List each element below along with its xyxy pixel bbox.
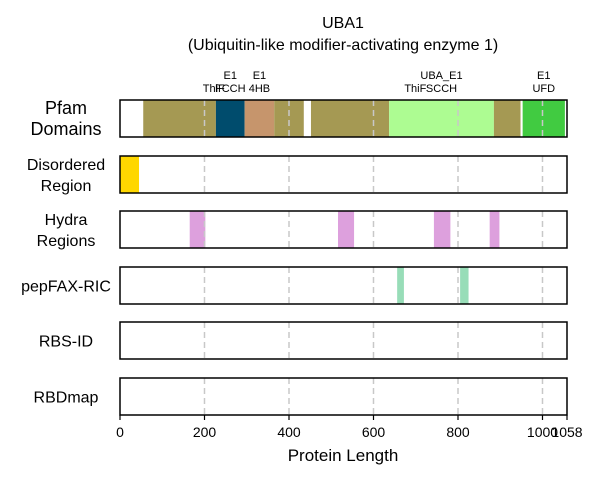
feature-bar-track0-1 — [215, 100, 245, 137]
domain-label-1-1: FCCH — [215, 83, 246, 95]
domain-label-5-1: UFD — [532, 83, 555, 95]
track-label-4-0: RBS-ID — [39, 334, 93, 351]
feature-bar-track1-0 — [120, 156, 140, 193]
track-label-3-0: pepFAX-RIC — [21, 279, 111, 296]
domain-label-4-1: SCCH — [426, 83, 457, 95]
track-label-0-1: Domains — [30, 119, 101, 139]
feature-bar-track2-0 — [189, 211, 206, 248]
x-tick-label-5: 1000 — [527, 424, 558, 440]
chart-subtitle: (Ubiquitin-like modifier-activating enzy… — [188, 37, 498, 54]
x-tick-label-6: 1058 — [551, 424, 582, 440]
track-frame-5 — [119, 377, 568, 416]
track-frame-0 — [119, 99, 568, 138]
track-label-1-1: Region — [41, 178, 92, 195]
feature-bar-track3-0 — [397, 267, 404, 304]
track-label-5-0: RBDmap — [34, 390, 99, 407]
track-frame-2 — [119, 210, 568, 249]
domain-label-2-0: E1 — [253, 70, 266, 82]
x-tick-label-1: 200 — [193, 424, 217, 440]
feature-bar-track0-4 — [310, 100, 390, 137]
feature-bar-track2-3 — [489, 211, 500, 248]
x-axis-label: Protein Length — [288, 446, 399, 465]
domain-label-1-0: E1 — [224, 70, 237, 82]
feature-bar-track2-1 — [338, 211, 355, 248]
track-label-2-0: Hydra — [45, 212, 88, 229]
domain-label-0-1: ThiF — [203, 83, 225, 95]
x-tick-label-4: 800 — [446, 424, 470, 440]
domain-label-5-0: E1 — [537, 70, 550, 82]
feature-bar-track0-7 — [522, 100, 565, 137]
track-frame-1 — [119, 155, 568, 194]
x-tick-label-3: 600 — [362, 424, 386, 440]
domain-label-2-1: 4HB — [249, 83, 270, 95]
feature-bar-track0-6 — [493, 100, 521, 137]
track-label-1-0: Disordered — [27, 157, 105, 174]
chart-title: UBA1 — [322, 15, 364, 32]
track-label-2-1: Regions — [37, 233, 96, 250]
domain-label-4-0: UBA_E1 — [420, 70, 462, 82]
track-frame-4 — [119, 321, 568, 360]
x-tick-label-2: 400 — [277, 424, 301, 440]
x-tick-label-0: 0 — [116, 424, 124, 440]
domain-label-3-1: ThiF — [404, 83, 426, 95]
feature-bar-track0-2 — [244, 100, 275, 137]
track-frame-3 — [119, 266, 568, 305]
track-label-0-0: Pfam — [45, 98, 87, 118]
feature-bar-track3-1 — [460, 267, 469, 304]
feature-bar-track0-5 — [389, 100, 494, 137]
feature-bar-track2-2 — [433, 211, 451, 248]
